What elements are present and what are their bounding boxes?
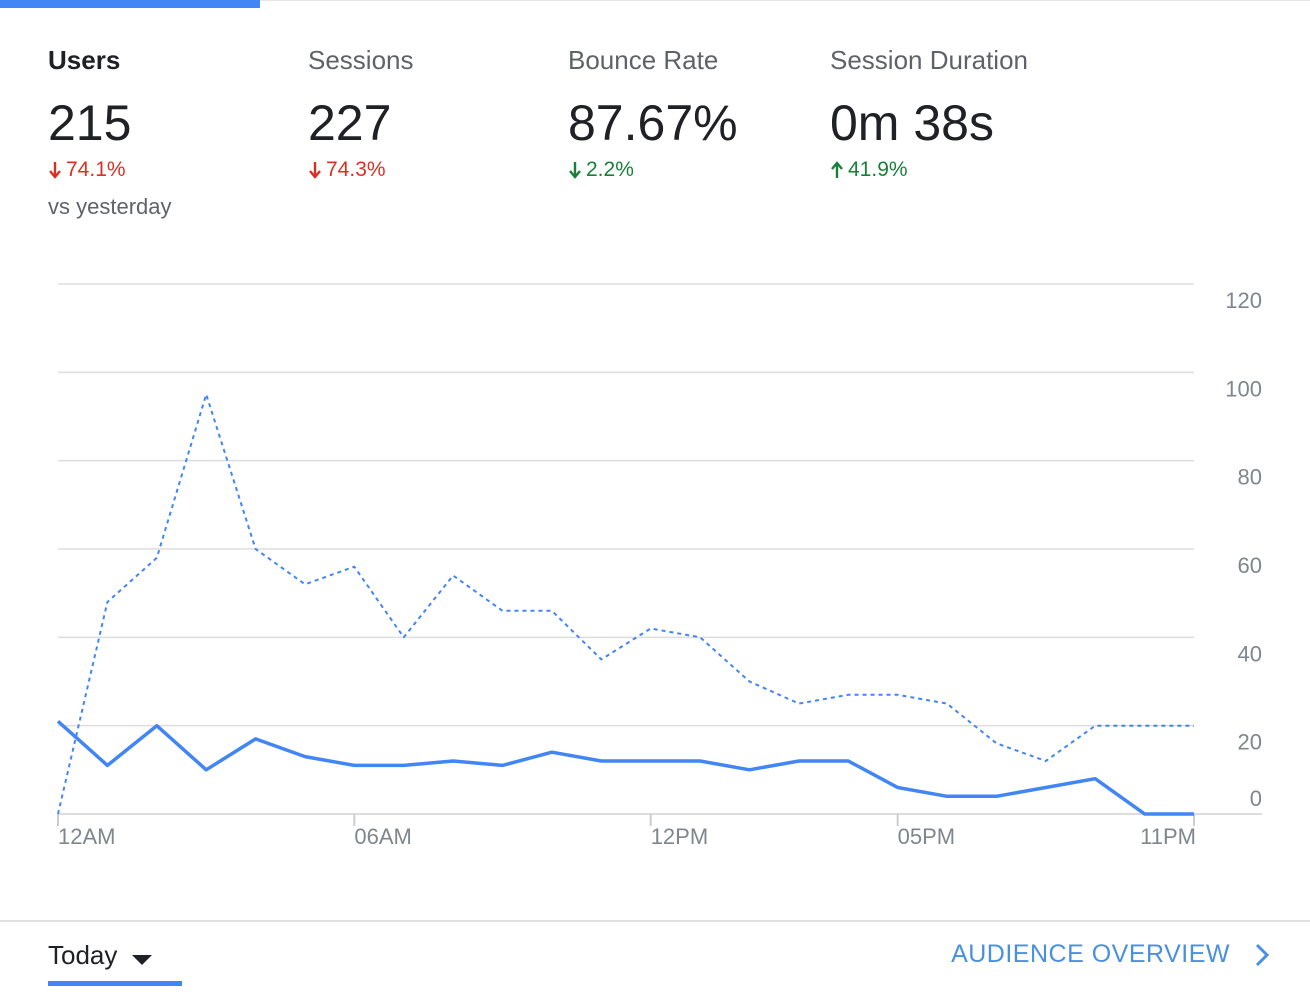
metric-sessions[interactable]: Sessions 227 74.3%	[308, 42, 558, 182]
y-tick-label: 60	[1238, 553, 1262, 578]
arrow-down-icon	[49, 162, 61, 179]
metric-label: Users	[48, 45, 121, 75]
metric-value: 87.67%	[568, 95, 738, 151]
audience-overview-label: AUDIENCE OVERVIEW	[951, 940, 1230, 968]
arrow-down-icon	[569, 162, 581, 179]
date-range-label: Today	[48, 940, 118, 970]
metric-label: Sessions	[308, 45, 414, 75]
top-border	[260, 0, 1310, 1]
y-tick-label: 40	[1238, 641, 1262, 666]
y-tick-label: 120	[1225, 288, 1262, 313]
metric-users[interactable]: Users 215 74.1% vs yesterday	[48, 42, 298, 220]
y-tick-label: 80	[1238, 465, 1262, 490]
metric-delta: 2.2%	[568, 158, 818, 182]
comparison-label: vs yesterday	[48, 194, 172, 219]
metric-delta-value: 74.1%	[66, 158, 126, 181]
chart-series	[56, 393, 1195, 816]
active-tab-indicator	[0, 0, 260, 8]
audience-overview-link[interactable]: AUDIENCE OVERVIEW	[951, 940, 1270, 969]
metric-label: Session Duration	[830, 45, 1028, 75]
current-series-line	[56, 719, 1194, 816]
metric-delta: 41.9%	[830, 158, 1080, 182]
x-tick-label: 11PM	[1140, 824, 1196, 849]
date-range-dropdown[interactable]: Today	[48, 940, 182, 986]
metric-delta-value: 74.3%	[326, 158, 386, 181]
caret-down-icon	[131, 954, 152, 965]
y-tick-label: 100	[1225, 376, 1262, 401]
arrow-down-icon	[309, 162, 321, 179]
comparison-series-line	[57, 393, 1194, 815]
x-tick-label: 05PM	[898, 824, 955, 849]
metric-value: 227	[308, 95, 392, 151]
metric-session-duration[interactable]: Session Duration 0m 38s 41.9%	[830, 42, 1080, 182]
metric-delta: 74.1%	[48, 158, 298, 182]
footer-divider	[0, 920, 1310, 922]
x-tick-label: 12AM	[58, 824, 115, 849]
line-chart: 0 20 40 60 80 100 120 12AM 06AM 12PM 05PM 11PM	[56, 283, 1262, 849]
metric-value: 0m 38s	[830, 95, 994, 151]
metric-delta-value: 41.9%	[848, 158, 908, 181]
metric-bounce-rate[interactable]: Bounce Rate 87.67% 2.2%	[568, 42, 818, 182]
metric-delta-value: 2.2%	[586, 158, 634, 181]
metric-delta: 74.3%	[308, 158, 558, 182]
metric-label: Bounce Rate	[568, 45, 719, 75]
y-tick-label: 0	[1250, 786, 1262, 811]
chevron-right-icon	[1255, 943, 1270, 966]
x-tick-label: 12PM	[651, 824, 708, 849]
grid-lines	[58, 283, 1262, 815]
y-tick-label: 20	[1238, 730, 1262, 755]
x-axis-ticks: 12AM 06AM 12PM 05PM 11PM	[57, 814, 1196, 849]
arrow-up-icon	[831, 161, 843, 178]
dropdown-underline	[48, 981, 182, 986]
y-axis-labels: 0 20 40 60 80 100 120	[1225, 288, 1262, 811]
x-tick-label: 06AM	[354, 824, 411, 849]
metric-value: 215	[48, 95, 132, 151]
